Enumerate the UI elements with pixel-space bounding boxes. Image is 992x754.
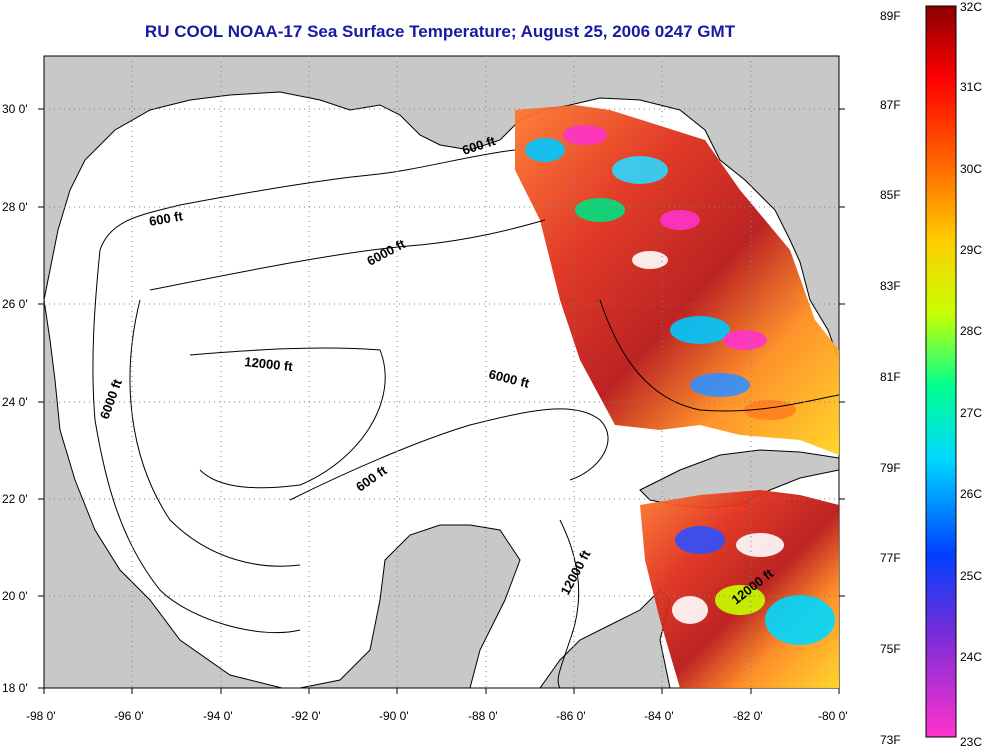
lon-tick-label: -86 0' [556, 709, 586, 723]
lat-tick-label: 22 0' [2, 492, 28, 506]
lon-tick-label: -88 0' [468, 709, 498, 723]
colorbar-c-label: 24C [960, 650, 983, 664]
colorbar-f-label: 81F [880, 370, 901, 384]
lat-tick-label: 24 0' [2, 395, 28, 409]
latitude-labels: 30 0' 28 0' 26 0' 24 0' 22 0' 20 0' 18 0… [2, 102, 28, 695]
lon-tick-label: -80 0' [818, 709, 848, 723]
lon-tick-label: -84 0' [644, 709, 674, 723]
lat-tick-label: 28 0' [2, 200, 28, 214]
colorbar-c-label: 31C [960, 80, 983, 94]
colorbar-c-label: 29C [960, 243, 983, 257]
cloud-patches [525, 125, 835, 645]
central-america-land [539, 589, 671, 688]
contour-label: 12000 ft [244, 354, 294, 374]
mexico-land [44, 299, 521, 688]
lon-tick-label: -92 0' [291, 709, 321, 723]
colorbar-c-label: 27C [960, 406, 983, 420]
lat-tick-label: 20 0' [2, 589, 28, 603]
lon-tick-label: -82 0' [733, 709, 763, 723]
colorbar-c-label: 26C [960, 487, 983, 501]
lon-tick-label: -90 0' [379, 709, 409, 723]
colorbar-f-label: 73F [880, 733, 901, 747]
colorbar-f-label: 83F [880, 279, 901, 293]
colorbar-f-label: 85F [880, 188, 901, 202]
lat-tick-label: 30 0' [2, 102, 28, 116]
us-gulf-coast-land [44, 56, 839, 361]
longitude-labels: -98 0' -96 0' -94 0' -92 0' -90 0' -88 0… [26, 709, 848, 723]
contour-label: 600 ft [148, 208, 185, 229]
temperature-colorbar [925, 5, 957, 738]
colorbar-c-label: 25C [960, 569, 983, 583]
map-grid [44, 56, 839, 688]
lon-tick-label: -96 0' [114, 709, 144, 723]
lon-tick-label: -94 0' [203, 709, 233, 723]
colorbar-c-label: 23C [960, 735, 983, 749]
sst-swath-north [515, 105, 839, 455]
colorbar-f-label: 89F [880, 9, 901, 23]
lon-tick-label: -98 0' [26, 709, 56, 723]
axis-ticks [38, 108, 845, 694]
lat-tick-label: 18 0' [2, 681, 28, 695]
colorbar-f-label: 75F [880, 642, 901, 656]
colorbar-f-label: 87F [880, 98, 901, 112]
colorbar-f-label: 79F [880, 461, 901, 475]
colorbar-c-label: 30C [960, 162, 983, 176]
lat-tick-label: 26 0' [2, 297, 28, 311]
map-title: RU COOL NOAA-17 Sea Surface Temperature;… [144, 22, 736, 41]
colorbar-c-label: 28C [960, 324, 983, 338]
colorbar-c-label: 32C [960, 0, 983, 14]
colorbar-f-label: 77F [880, 551, 901, 565]
bathymetry-contours [92, 149, 839, 688]
